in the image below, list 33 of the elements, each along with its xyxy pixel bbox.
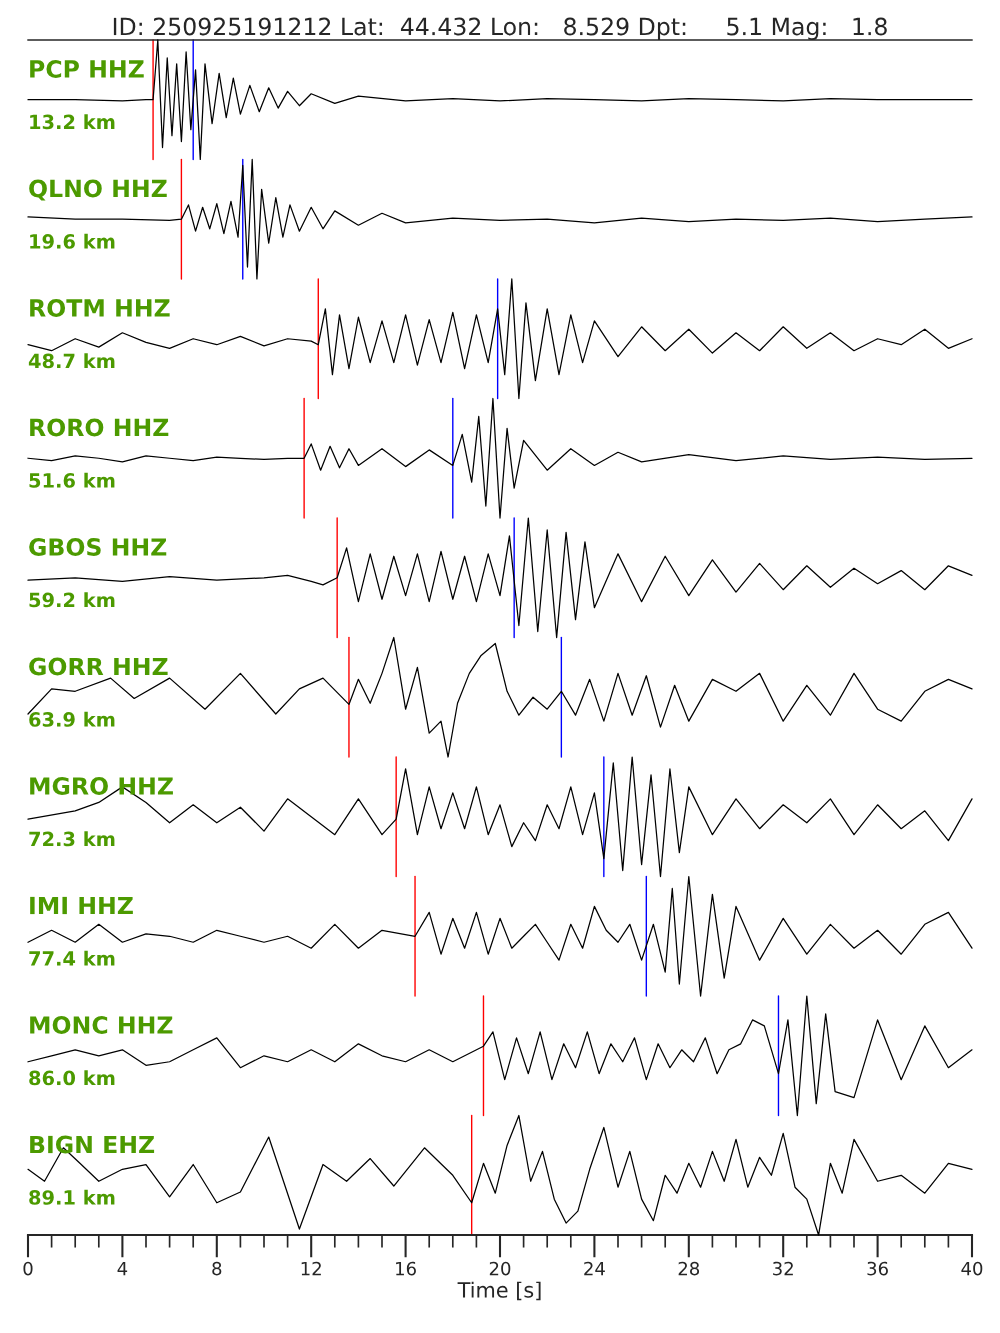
annotation: GBOS HHZ — [29, 538, 167, 556]
x-tick-label: 4 — [117, 1261, 128, 1276]
annotation: QLNO HHZ — [29, 179, 167, 201]
annotation: MGRO HHZ — [30, 777, 173, 795]
annotation: 48.7 km — [28, 353, 115, 369]
annotation: 59.2 km — [29, 592, 115, 608]
x-tick-label: 20 — [489, 1261, 511, 1276]
x-tick-label: 40 — [961, 1261, 983, 1276]
x-tick-label: 36 — [867, 1261, 888, 1276]
x-tick-label: 24 — [584, 1261, 605, 1276]
annotation: 77.4 km — [29, 950, 115, 966]
chart-title: ID: 250925191212 Lat: 44.432 Lon: 8.529 Dpt: 5.1 Mag: 1.8 — [113, 17, 887, 40]
x-tick-label: 12 — [301, 1261, 321, 1276]
annotation: GORR HHZ — [29, 657, 168, 676]
annotation: 51.6 km — [29, 472, 115, 488]
annotation: PCP HHZ — [30, 60, 144, 78]
annotation: 86.0 km — [29, 1070, 115, 1086]
annotation: MONC HHZ — [30, 1016, 173, 1034]
annotation: 63.9 km — [29, 711, 115, 727]
annotation: 72.3 km — [29, 831, 115, 847]
x-tick-label: 28 — [678, 1261, 700, 1276]
annotation: IMI HHZ — [30, 896, 133, 915]
x-tick-label: 8 — [212, 1261, 222, 1276]
annotation: 13.2 km — [30, 114, 115, 130]
annotation: 19.6 km — [30, 233, 115, 249]
annotation: ROTM HHZ — [30, 299, 170, 317]
annotation: 89.1 km — [29, 1189, 115, 1205]
annotation: RORO HHZ — [30, 418, 169, 437]
x-tick-label: 0 — [23, 1261, 33, 1276]
x-axis-title: Time [s] — [457, 1281, 541, 1301]
annotation: BIGN EHZ — [30, 1135, 155, 1154]
x-tick-label: 32 — [773, 1261, 793, 1276]
x-tick-label: 16 — [396, 1261, 416, 1276]
